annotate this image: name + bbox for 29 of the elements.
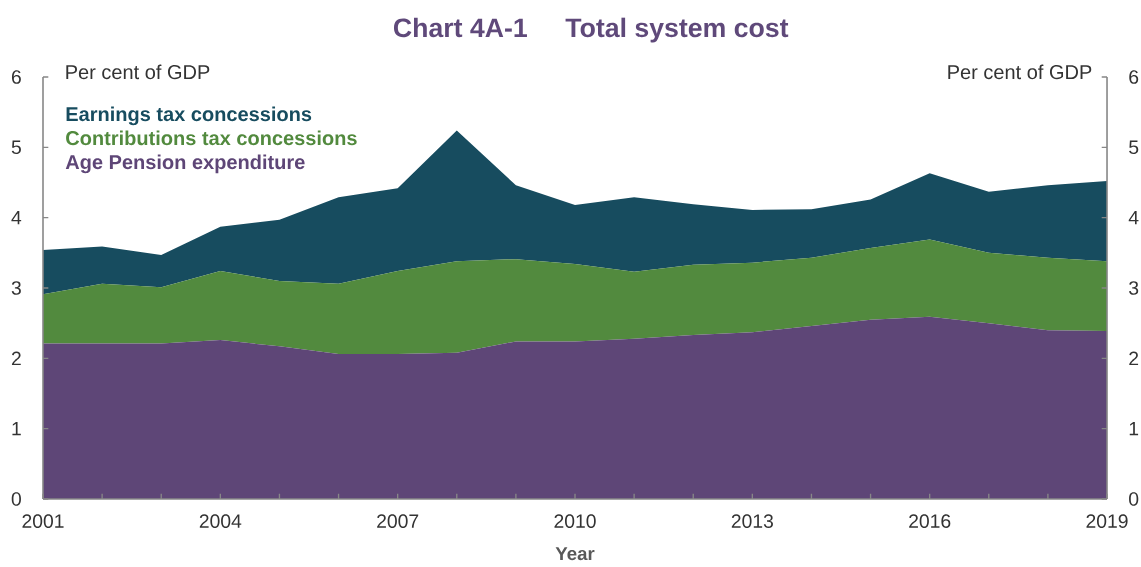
- x-tick-label: 2019: [1086, 514, 1128, 528]
- y-tick-label: 3: [11, 281, 21, 295]
- y2-tick-label: 4: [1128, 211, 1139, 225]
- x-tick-label: 2010: [554, 514, 596, 528]
- y2-tick-label: 2: [1129, 351, 1139, 366]
- y2-tick-label: 1: [1129, 422, 1139, 436]
- x-tick-label: 2007: [377, 514, 419, 528]
- x-tick-label: 2013: [731, 514, 773, 528]
- y2-tick-label: 5: [1129, 140, 1139, 155]
- y-tick-label: 4: [11, 211, 22, 225]
- y-tick-label: 2: [11, 351, 21, 366]
- chart-subtitle: Total system cost: [565, 17, 789, 43]
- x-tick-label: 2001: [22, 514, 64, 528]
- chart-title: Chart 4A-1: [393, 17, 527, 38]
- x-tick-label: 2004: [199, 514, 242, 528]
- y2-axis-title: Per cent of GDP: [948, 64, 1092, 80]
- y-tick-label: 0: [11, 492, 21, 506]
- text: Earnings tax concessions: [66, 106, 312, 126]
- x-axis-title: Year: [555, 547, 595, 561]
- text: Age Pension expenditure: [65, 154, 305, 174]
- text: Contributions tax concessions: [66, 130, 357, 146]
- x-tick-label: 2016: [909, 514, 951, 528]
- y-tick-label: 6: [11, 70, 21, 84]
- y-axis-title: Per cent of GDP: [66, 64, 210, 80]
- y-tick-label: 1: [12, 422, 21, 436]
- y2-tick-label: 0: [1129, 492, 1139, 506]
- y-tick-label: 5: [11, 140, 21, 155]
- y2-tick-label: 3: [1129, 281, 1139, 295]
- y2-tick-label: 6: [1129, 70, 1139, 84]
